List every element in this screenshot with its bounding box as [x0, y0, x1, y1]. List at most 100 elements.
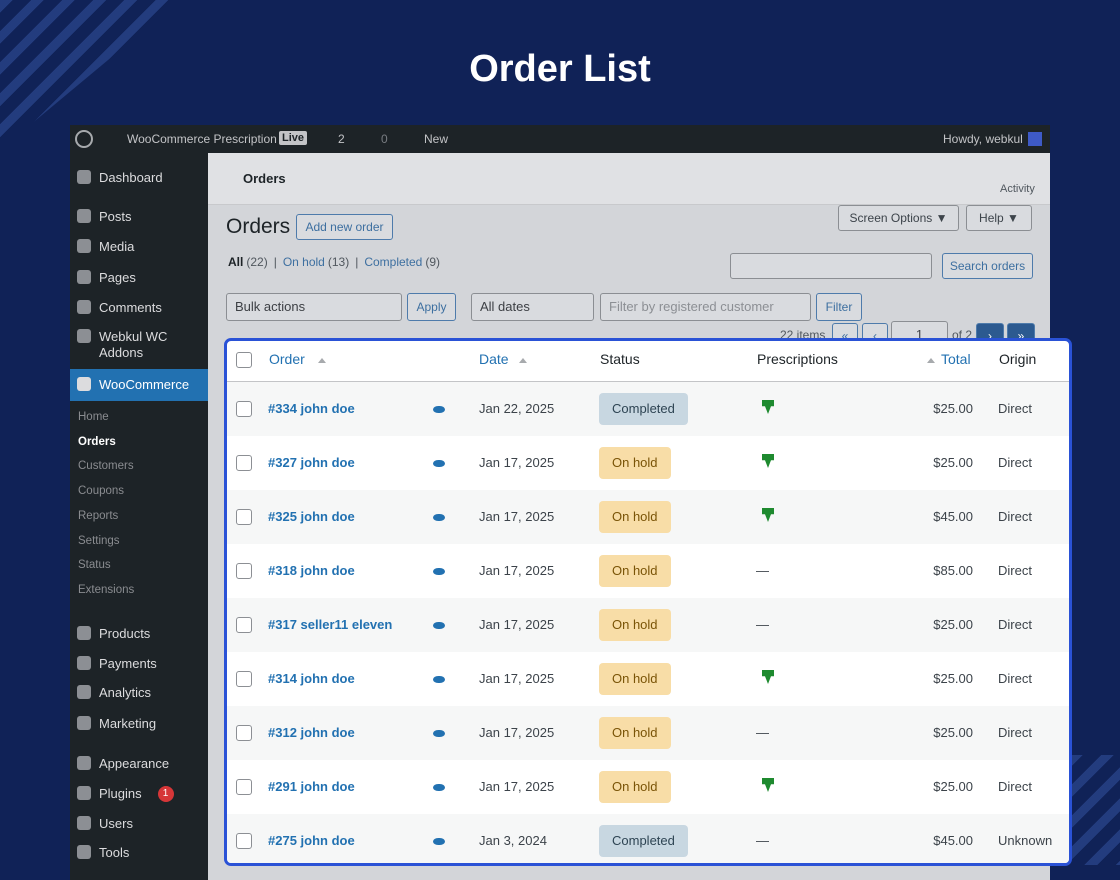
- separator: |: [355, 255, 359, 269]
- sort-arrows[interactable]: [927, 354, 935, 363]
- order-row: #312 john doe Jan 17, 2025 On hold — $25.00 D…: [227, 706, 1069, 760]
- preview-icon[interactable]: [433, 568, 445, 575]
- status-views: All (22) | On hold (13) | Completed (9): [228, 255, 440, 269]
- row-checkbox[interactable]: [236, 509, 252, 525]
- order-origin: Direct: [998, 455, 1032, 470]
- order-origin: Unknown: [998, 833, 1053, 848]
- row-checkbox[interactable]: [236, 671, 252, 687]
- order-link[interactable]: #317 seller11 eleven: [268, 617, 393, 632]
- menu-item[interactable]: Analytics: [99, 685, 152, 700]
- menu-item[interactable]: Comments: [99, 300, 162, 315]
- row-checkbox[interactable]: [236, 563, 252, 579]
- submenu-item[interactable]: Reports: [78, 509, 119, 522]
- submenu-item[interactable]: Coupons: [78, 485, 125, 498]
- order-link[interactable]: #291 john doe: [268, 779, 355, 794]
- customer-filter[interactable]: Filter by registered customer: [600, 293, 811, 321]
- submenu-item[interactable]: Extensions: [78, 583, 135, 596]
- order-link[interactable]: #312 john doe: [268, 725, 355, 740]
- submenu-item[interactable]: Customers: [78, 460, 134, 473]
- order-date: Jan 17, 2025: [479, 671, 555, 686]
- view-label[interactable]: All: [228, 255, 244, 269]
- submenu-item[interactable]: Home: [78, 411, 109, 423]
- order-link[interactable]: #334 john doe: [268, 401, 355, 416]
- preview-icon[interactable]: [433, 838, 445, 845]
- activity[interactable]: Activity: [1000, 183, 1035, 195]
- preview-icon[interactable]: [433, 406, 445, 413]
- menu-item[interactable]: WooCommerce: [99, 377, 190, 392]
- preview-icon[interactable]: [433, 784, 445, 791]
- order-link[interactable]: #275 john doe: [268, 833, 355, 848]
- column-header[interactable]: Date: [479, 351, 509, 367]
- status-badge: On hold: [599, 663, 671, 695]
- greeting[interactable]: Howdy, webkul: [943, 132, 1023, 146]
- preview-icon[interactable]: [433, 676, 445, 683]
- column-header[interactable]: Order: [269, 351, 305, 367]
- select-all[interactable]: [236, 352, 252, 368]
- order-link[interactable]: #325 john doe: [268, 509, 355, 524]
- row-checkbox[interactable]: [236, 617, 252, 633]
- sidebar: Dashboard Posts Media Pages Comments Webkul W…: [70, 153, 208, 880]
- sort-arrows[interactable]: [318, 354, 326, 363]
- menu-icon: [77, 656, 91, 670]
- menu-item[interactable]: Webkul WC Addons: [99, 329, 168, 360]
- order-origin: Direct: [998, 401, 1032, 416]
- wp-logo[interactable]: [75, 130, 93, 148]
- menu-item[interactable]: Payments: [99, 656, 157, 671]
- menu-item[interactable]: Dashboard: [99, 170, 163, 185]
- menu-icon: [77, 377, 91, 391]
- prescription-icon[interactable]: [762, 454, 774, 468]
- order-link[interactable]: #318 john doe: [268, 563, 355, 578]
- menu-item[interactable]: Posts: [99, 209, 132, 224]
- site-name[interactable]: WooCommerce Prescription: [127, 132, 277, 146]
- menu-item[interactable]: Marketing: [99, 716, 157, 731]
- preview-icon[interactable]: [433, 514, 445, 521]
- column-header[interactable]: Total: [941, 351, 971, 367]
- submenu-item[interactable]: Status: [78, 559, 111, 572]
- row-checkbox[interactable]: [236, 833, 252, 849]
- date-filter[interactable]: All dates: [471, 293, 594, 321]
- submenu-item[interactable]: Orders: [78, 435, 116, 448]
- new-content[interactable]: New: [424, 132, 449, 146]
- menu-item[interactable]: Plugins: [99, 786, 142, 801]
- menu-icon: [77, 816, 91, 830]
- menu-item[interactable]: Tools: [99, 845, 130, 860]
- help[interactable]: Help ▼: [966, 205, 1032, 231]
- menu-icon: [77, 685, 91, 699]
- prescription-icon[interactable]: [762, 778, 774, 792]
- screen-options[interactable]: Screen Options ▼: [838, 205, 959, 231]
- prescription-icon[interactable]: [762, 400, 774, 414]
- row-checkbox[interactable]: [236, 779, 252, 795]
- menu-item[interactable]: Pages: [99, 270, 136, 285]
- filter[interactable]: Filter: [816, 293, 862, 321]
- order-date: Jan 17, 2025: [479, 725, 555, 740]
- submenu-item[interactable]: Settings: [78, 534, 120, 547]
- menu-item[interactable]: Products: [99, 626, 151, 641]
- menu-item[interactable]: Media: [99, 239, 135, 254]
- comments[interactable]: 0: [381, 132, 388, 146]
- empty-prescription: —: [756, 563, 769, 578]
- row-checkbox[interactable]: [236, 455, 252, 471]
- sort-arrows[interactable]: [519, 354, 528, 363]
- add-new-order[interactable]: Add new order: [296, 214, 393, 240]
- order-link[interactable]: #314 john doe: [268, 671, 355, 686]
- preview-icon[interactable]: [433, 730, 445, 737]
- order-date: Jan 17, 2025: [479, 617, 555, 632]
- preview-icon[interactable]: [433, 622, 445, 629]
- bulk-actions[interactable]: Bulk actions: [226, 293, 402, 321]
- view-label[interactable]: Completed: [364, 255, 423, 269]
- row-checkbox[interactable]: [236, 725, 252, 741]
- view-label[interactable]: On hold: [282, 255, 325, 269]
- order-row: #334 john doe Jan 22, 2025 Completed $25.00…: [227, 382, 1069, 436]
- prescription-icon[interactable]: [762, 508, 774, 522]
- search-input[interactable]: [730, 253, 932, 279]
- menu-item[interactable]: Users: [99, 816, 133, 831]
- search-button[interactable]: Search orders: [942, 253, 1033, 279]
- preview-icon[interactable]: [433, 460, 445, 467]
- prescription-icon[interactable]: [762, 670, 774, 684]
- order-link[interactable]: #327 john doe: [268, 455, 355, 470]
- menu-item[interactable]: Appearance: [99, 756, 170, 771]
- apply[interactable]: Apply: [407, 293, 456, 321]
- updates[interactable]: 2: [338, 132, 345, 146]
- row-checkbox[interactable]: [236, 401, 252, 417]
